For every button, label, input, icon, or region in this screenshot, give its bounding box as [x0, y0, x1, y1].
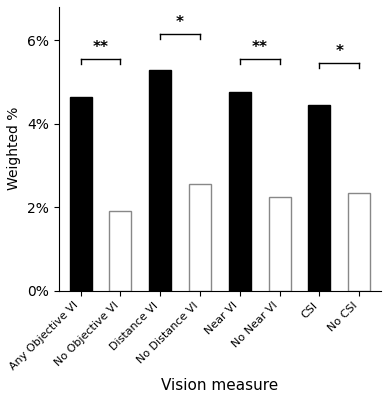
Bar: [109, 211, 132, 290]
Text: **: **: [252, 40, 268, 55]
Bar: [70, 97, 92, 290]
Bar: [229, 92, 251, 290]
Y-axis label: Weighted %: Weighted %: [7, 107, 21, 190]
Bar: [268, 197, 291, 290]
Text: **: **: [92, 40, 109, 55]
X-axis label: Vision measure: Vision measure: [161, 378, 279, 393]
Bar: [348, 192, 370, 290]
Text: *: *: [335, 44, 343, 59]
Bar: [189, 184, 211, 290]
Text: *: *: [176, 15, 184, 30]
Bar: [308, 105, 330, 290]
Bar: [149, 70, 171, 290]
